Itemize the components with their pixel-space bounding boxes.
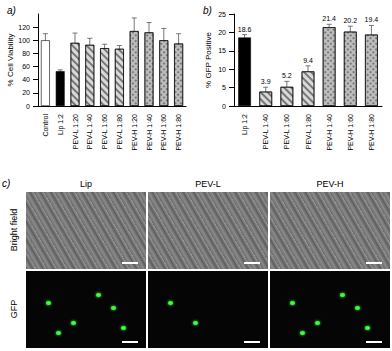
html-text:Bright field: Bright field	[8, 208, 18, 251]
svg-text:PEV-L 1:60: PEV-L 1:60	[283, 114, 290, 149]
html-text:PEV-H: PEV-H	[316, 179, 344, 189]
svg-text:PEV-L 1:20: PEV-L 1:20	[72, 114, 79, 149]
svg-text:10: 10	[218, 66, 226, 73]
svg-text:Lip 1:2: Lip 1:2	[241, 114, 249, 135]
html-text:GFP: GFP	[8, 299, 18, 318]
svg-text:PEV-H 1:20: PEV-H 1:20	[131, 114, 138, 151]
svg-text:b): b)	[203, 5, 212, 16]
svg-text:PEV-H 1:40: PEV-H 1:40	[326, 114, 333, 151]
svg-text:80: 80	[22, 50, 30, 57]
svg-text:9.4: 9.4	[303, 57, 313, 64]
svg-text:PEV-L 1:40: PEV-L 1:40	[86, 114, 93, 149]
svg-text:20: 20	[218, 29, 226, 36]
svg-text:20.2: 20.2	[343, 17, 357, 24]
svg-text:40: 40	[22, 76, 30, 83]
svg-text:PEV-H 1:80: PEV-H 1:80	[175, 114, 182, 151]
svg-text:PEV-L 1:80: PEV-L 1:80	[305, 114, 312, 149]
svg-text:20: 20	[22, 89, 30, 96]
svg-text:100: 100	[18, 37, 30, 44]
svg-text:Lip 1:2: Lip 1:2	[57, 114, 65, 135]
svg-text:Control: Control	[42, 114, 49, 137]
html-text:Lip: Lip	[80, 179, 92, 189]
svg-text:PEV-H 1:80: PEV-H 1:80	[368, 114, 375, 151]
svg-text:5.2: 5.2	[282, 72, 292, 79]
svg-text:0: 0	[222, 103, 226, 110]
svg-text:% Cell Viability: % Cell Viability	[6, 34, 15, 87]
svg-text:60: 60	[22, 63, 30, 70]
svg-text:a): a)	[7, 5, 16, 16]
svg-text:3.9: 3.9	[261, 78, 271, 85]
html-text:c): c)	[2, 178, 11, 189]
svg-text:% GFP Positive: % GFP Positive	[204, 32, 213, 88]
svg-text:25: 25	[218, 11, 226, 18]
svg-text:PEV-H 1:60: PEV-H 1:60	[160, 114, 167, 151]
svg-text:21.4: 21.4	[322, 15, 336, 22]
svg-text:15: 15	[218, 47, 226, 54]
svg-text:PEV-L 1:60: PEV-L 1:60	[101, 114, 108, 149]
svg-text:0: 0	[26, 103, 30, 110]
svg-text:18.6: 18.6	[238, 26, 252, 33]
svg-text:PEV-H 1:60: PEV-H 1:60	[347, 114, 354, 151]
svg-text:120: 120	[18, 24, 30, 31]
svg-text:19.4: 19.4	[365, 16, 379, 23]
svg-text:PEV-L 1:40: PEV-L 1:40	[262, 114, 269, 149]
svg-text:5: 5	[222, 84, 226, 91]
html-text:PEV-L: PEV-L	[195, 179, 221, 189]
svg-text:PEV-L 1:80: PEV-L 1:80	[116, 114, 123, 149]
svg-text:PEV-H 1:40: PEV-H 1:40	[146, 114, 153, 151]
